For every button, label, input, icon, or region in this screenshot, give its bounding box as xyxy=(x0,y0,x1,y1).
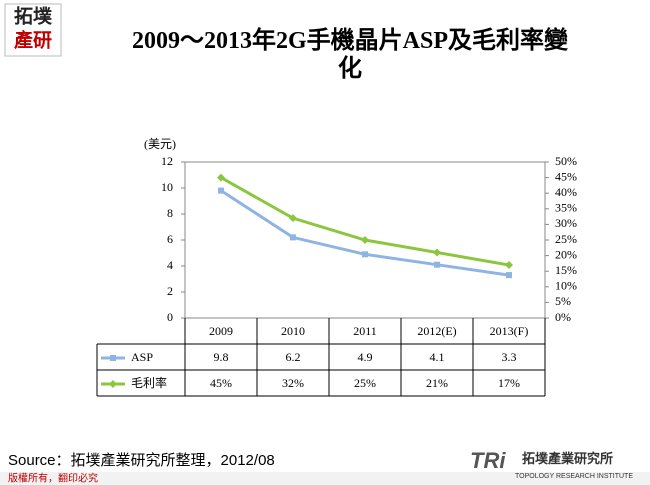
x-tick-label: 2012(E) xyxy=(417,324,456,338)
point xyxy=(362,251,368,258)
y-tick-label: 0 xyxy=(167,310,173,324)
y2-tick-label: 50% xyxy=(555,154,577,168)
x-tick-label: 2009 xyxy=(209,324,233,338)
y-tick-label: 6 xyxy=(167,232,173,246)
point xyxy=(218,187,224,194)
source: Source：拓墣產業研究所整理，2012/08 xyxy=(8,452,275,469)
legend-label: 毛利率 xyxy=(131,375,167,390)
point xyxy=(505,260,513,269)
y2-tick-label: 0% xyxy=(555,310,571,324)
y2-tick-label: 5% xyxy=(555,294,571,308)
x-tick-label: 2011 xyxy=(353,324,377,338)
table-value: 45% xyxy=(210,376,232,390)
brand-cn: 拓墣產業研究所 xyxy=(522,451,613,466)
point xyxy=(361,236,369,244)
legend-label: ASP xyxy=(131,350,153,364)
y2-tick-label: 30% xyxy=(555,216,577,230)
y-axis-label: (美元) xyxy=(144,137,176,151)
footer-bar xyxy=(0,472,650,485)
x-tick-label: 2010 xyxy=(281,324,305,338)
point xyxy=(506,272,512,279)
y2-tick-label: 35% xyxy=(555,201,577,215)
table-value: 9.8 xyxy=(214,350,229,364)
table-value: 25% xyxy=(354,376,376,390)
legend-marker xyxy=(109,380,117,388)
y2-tick-label: 10% xyxy=(555,279,577,293)
table-value: 21% xyxy=(426,376,448,390)
y-tick-label: 12 xyxy=(161,154,173,168)
table-value: 32% xyxy=(282,376,304,390)
y2-tick-label: 25% xyxy=(555,232,577,246)
point xyxy=(290,234,296,241)
table-value: 4.1 xyxy=(430,350,445,364)
y2-tick-label: 20% xyxy=(555,247,577,261)
legend-marker xyxy=(110,355,116,361)
y-tick-label: 4 xyxy=(167,258,173,272)
y-tick-label: 2 xyxy=(167,284,173,298)
table-value: 3.3 xyxy=(502,350,517,364)
brand-logo: TRi xyxy=(470,448,506,473)
y2-tick-label: 40% xyxy=(555,185,577,199)
chart-title: 2009～2013年2G手機晶片ASP及毛利率變化 xyxy=(132,26,569,82)
logo-box xyxy=(4,3,62,57)
brand-en: TOPOLOGY RESEARCH INSTITUTE xyxy=(515,473,633,480)
table-value: 4.9 xyxy=(358,350,373,364)
y2-tick-label: 45% xyxy=(555,169,577,183)
point xyxy=(434,261,440,268)
y2-tick-label: 15% xyxy=(555,263,577,277)
table-value: 17% xyxy=(498,376,520,390)
copyright: 版權所有，翻印必究 xyxy=(8,472,98,485)
logo-text: 拓墣 xyxy=(14,4,52,27)
y-tick-label: 10 xyxy=(161,180,173,194)
point xyxy=(289,214,297,223)
point xyxy=(217,173,225,182)
point xyxy=(433,248,441,257)
y-tick-label: 8 xyxy=(167,206,173,220)
table-value: 6.2 xyxy=(286,350,301,364)
x-tick-label: 2013(F) xyxy=(490,324,529,338)
logo-text: 產研 xyxy=(14,28,52,51)
